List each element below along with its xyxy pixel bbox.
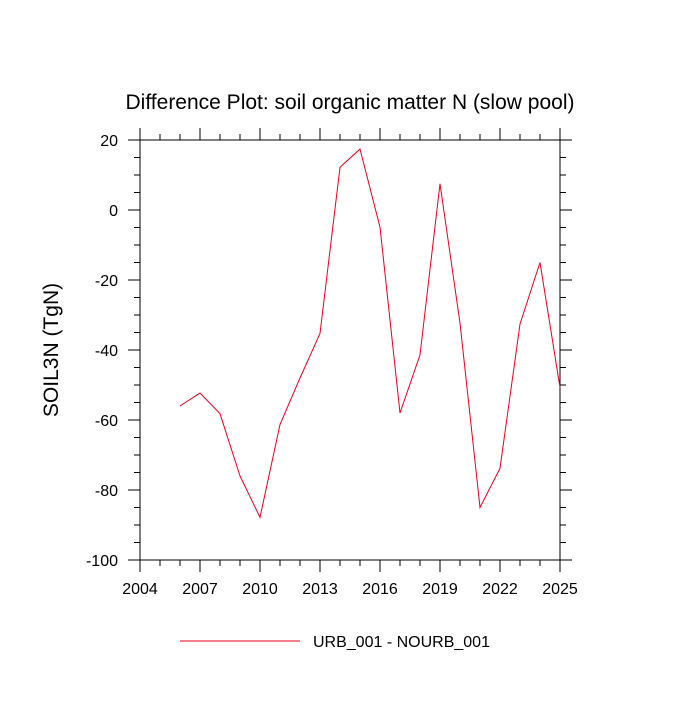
legend: URB_001 - NOURB_001	[180, 634, 490, 651]
y-tick-label: -80	[95, 483, 118, 500]
y-tick-label: -20	[95, 273, 118, 290]
x-tick-label: 2004	[122, 581, 158, 598]
y-tick-label: 20	[100, 133, 118, 150]
axis-ticks	[128, 128, 572, 572]
y-tick-label: -100	[86, 553, 118, 570]
series-layer	[179, 148, 561, 519]
y-axis-label: SOIL3N (TgN)	[40, 283, 63, 417]
x-tick-label: 2016	[362, 581, 398, 598]
x-tick-label: 2022	[482, 581, 518, 598]
axis-tick-labels: 2004 2007 2010 2013 2016 2019 2022 2025 -100 -80 -…	[86, 133, 578, 598]
plot-frame	[139, 139, 561, 561]
x-tick-label: 2010	[242, 581, 278, 598]
x-tick-label: 2019	[422, 581, 458, 598]
y-tick-label: -60	[95, 413, 118, 430]
series-line	[179, 148, 561, 519]
y-tick-label: -40	[95, 343, 118, 360]
y-tick-label: 0	[109, 203, 118, 220]
x-tick-label: 2007	[182, 581, 218, 598]
x-tick-label: 2025	[542, 581, 578, 598]
chart-title: Difference Plot: soil organic matter N (…	[126, 91, 575, 114]
x-tick-label: 2013	[302, 581, 338, 598]
legend-entry-label: URB_001 - NOURB_001	[313, 634, 490, 651]
